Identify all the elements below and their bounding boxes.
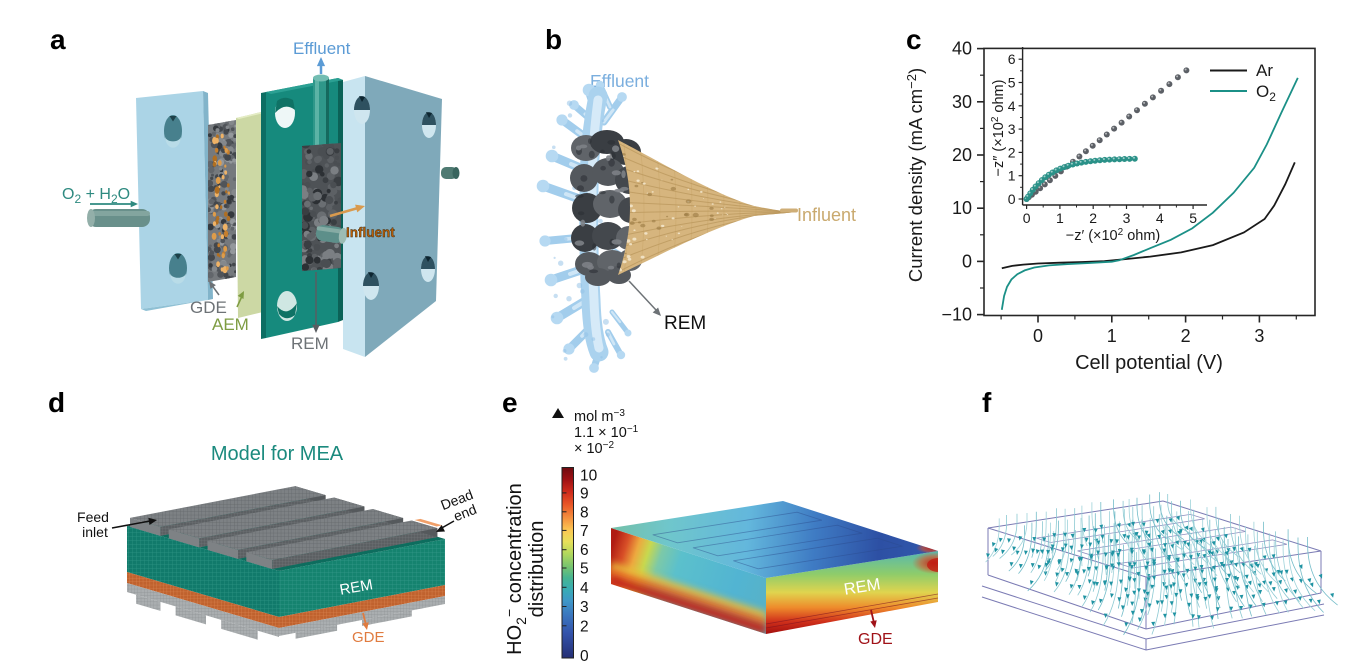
svg-text:4: 4 — [1008, 98, 1016, 114]
svg-text:0: 0 — [1033, 326, 1043, 346]
svg-text:−z′ (×102 ohm): −z′ (×102 ohm) — [1066, 227, 1161, 244]
svg-text:6: 6 — [580, 542, 589, 559]
svg-text:10: 10 — [952, 198, 972, 218]
svg-text:Model for MEA: Model for MEA — [211, 443, 344, 465]
svg-text:Ar: Ar — [1256, 61, 1273, 80]
svg-text:c: c — [906, 24, 922, 55]
svg-text:3: 3 — [1123, 210, 1131, 226]
svg-text:1: 1 — [1107, 326, 1117, 346]
svg-text:distribution: distribution — [526, 521, 548, 618]
svg-text:REM: REM — [843, 575, 882, 599]
svg-text:GDE: GDE — [190, 298, 227, 317]
svg-text:3: 3 — [580, 599, 589, 616]
svg-text:0: 0 — [962, 251, 972, 271]
svg-text:e: e — [502, 387, 518, 418]
svg-text:0: 0 — [580, 648, 589, 665]
svg-text:Effluent: Effluent — [590, 71, 649, 91]
svg-text:7: 7 — [580, 523, 589, 540]
svg-text:REM: REM — [291, 334, 329, 353]
svg-text:end: end — [451, 501, 479, 524]
svg-text:2: 2 — [1089, 210, 1097, 226]
svg-text:2: 2 — [1181, 326, 1191, 346]
svg-text:1.1 × 10−1: 1.1 × 10−1 — [574, 424, 639, 441]
svg-text:Influent: Influent — [797, 205, 856, 225]
svg-text:3: 3 — [1254, 326, 1264, 346]
svg-text:−z″ (×102 ohm): −z″ (×102 ohm) — [990, 80, 1007, 177]
svg-text:5: 5 — [1008, 75, 1016, 91]
svg-text:1: 1 — [1056, 210, 1064, 226]
svg-text:6: 6 — [1008, 51, 1016, 67]
svg-text:HO2− concentration: HO2− concentration — [501, 483, 529, 655]
svg-text:9: 9 — [580, 485, 589, 502]
svg-text:0: 0 — [1008, 191, 1016, 207]
svg-text:5: 5 — [580, 561, 589, 578]
svg-text:REM: REM — [338, 576, 374, 599]
svg-text:b: b — [545, 24, 562, 55]
svg-text:1: 1 — [1008, 168, 1016, 184]
svg-text:GDE: GDE — [858, 631, 893, 648]
svg-text:Current density (mA cm−2): Current density (mA cm−2) — [904, 68, 926, 282]
svg-text:4: 4 — [1156, 210, 1164, 226]
svg-text:5: 5 — [1189, 210, 1197, 226]
svg-text:3: 3 — [1008, 121, 1016, 137]
svg-text:Cell potential (V): Cell potential (V) — [1075, 352, 1223, 374]
svg-text:Feed: Feed — [77, 509, 109, 525]
svg-text:inlet: inlet — [82, 524, 108, 540]
svg-text:2: 2 — [580, 618, 589, 635]
svg-text:× 10−2: × 10−2 — [574, 440, 614, 457]
svg-text:10: 10 — [580, 467, 598, 484]
svg-text:8: 8 — [580, 504, 589, 521]
svg-text:30: 30 — [952, 92, 972, 112]
svg-text:a: a — [50, 24, 66, 55]
svg-text:d: d — [48, 387, 65, 418]
svg-text:REM: REM — [664, 313, 706, 334]
svg-text:2: 2 — [1008, 144, 1016, 160]
svg-text:0: 0 — [1023, 210, 1031, 226]
svg-text:f: f — [982, 387, 992, 418]
svg-text:mol m−3: mol m−3 — [574, 408, 625, 425]
svg-text:20: 20 — [952, 145, 972, 165]
svg-text:4: 4 — [580, 580, 589, 597]
svg-text:−10: −10 — [941, 305, 972, 325]
svg-text:AEM: AEM — [212, 315, 249, 334]
svg-text:Effluent: Effluent — [293, 39, 351, 58]
svg-text:40: 40 — [952, 39, 972, 59]
svg-text:Influent: Influent — [346, 225, 395, 240]
svg-text:O2: O2 — [1256, 82, 1276, 104]
svg-text:GDE: GDE — [352, 629, 385, 646]
svg-text:O2 + H2O: O2 + H2O — [62, 186, 130, 206]
